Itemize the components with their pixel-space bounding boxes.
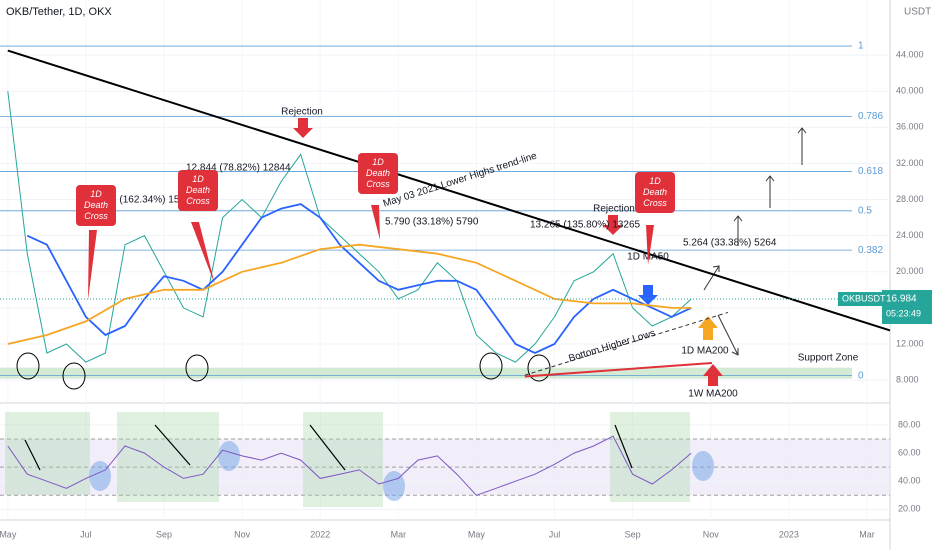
trendline-label: 1W MA200 [688,389,738,400]
y-tick-label: 80.00 [898,419,921,429]
series-line [7,243,692,345]
fib-label: 0.382 [858,245,883,256]
x-tick-label: Mar [391,529,407,539]
callout-pointer [191,222,215,285]
y-tick-label: 24.000 [896,230,924,240]
name-box [838,292,882,307]
x-tick-label: 2022 [310,529,330,539]
measurement: 5.790 (33.18%) 5790 [385,217,479,228]
fib-label: 0.618 [858,166,883,177]
death-cross-callout: 1D Death Cross [178,170,218,211]
x-tick-label: May [468,529,486,539]
x-tick-label: Nov [234,529,251,539]
measurement: 5.264 (33.38%) 5264 [683,238,777,249]
annotation: Support Zone [798,353,859,364]
support-zone [0,367,852,379]
circles [16,352,551,390]
x-tick-label: Jul [80,529,92,539]
y-tick-label: 44.000 [896,49,924,59]
y-tick-label: 28.000 [896,194,924,204]
fib-label: 0.5 [858,205,872,216]
ma-label: 1D MA200 [681,346,729,357]
measurement: 13.265 (135.80%) 13265 [530,220,641,231]
death-cross-callout: 1D Death Cross [635,172,675,213]
rsi-zones [5,412,690,507]
fib-label: 1 [858,41,864,52]
y-tick-label: 40.00 [898,476,921,486]
series-line [7,435,692,496]
trendline [524,361,712,378]
annotation: Rejection [593,204,635,215]
x-tick-label: May [0,529,17,539]
trendline [524,311,729,376]
y-axis-label: USDT [904,7,931,18]
trendline [7,49,891,332]
y-tick-label: 12.000 [896,338,924,348]
series-name: OKBUSDT [842,293,886,303]
x-tick-label: Sep [156,529,172,539]
fib-label: 0 [858,370,864,381]
callout-pointer [88,230,97,300]
series-line [26,203,692,354]
y-tick-label: 32.000 [896,158,924,168]
fib-label: 0.786 [858,111,883,122]
death-cross-callout: 1D Death Cross [76,185,116,226]
death-cross-callout: 1D Death Cross [358,153,398,194]
annotation: Rejection [281,107,323,118]
x-tick-label: 2023 [779,529,799,539]
measurement: 15.687 (162.34%) 15687 [86,195,197,206]
x-tick-label: Sep [625,529,641,539]
callout-pointer [371,205,380,240]
price-box [882,290,932,325]
chart-title: OKB/Tether, 1D, OKX [6,6,112,18]
y-tick-label: 40.000 [896,86,924,96]
projection-arrows [703,127,807,356]
series-line [7,91,692,363]
callout-pointer [646,225,654,265]
y-tick-label: 8.000 [896,375,919,385]
countdown: 05:23:49 [886,308,921,318]
price-value: 16.984 [886,294,917,305]
x-tick-label: Nov [703,529,720,539]
x-tick-label: Jul [549,529,561,539]
y-tick-label: 20.00 [898,504,921,514]
signal-arrows [293,118,723,386]
rsi-arrows [24,424,633,471]
y-tick-label: 36.000 [896,122,924,132]
rsi-highlights [89,441,714,501]
y-tick-label: 20.000 [896,266,924,276]
x-tick-label: Mar [859,529,875,539]
y-tick-label: 60.00 [898,447,921,457]
measurement: 12.844 (78.82%) 12844 [186,163,291,174]
